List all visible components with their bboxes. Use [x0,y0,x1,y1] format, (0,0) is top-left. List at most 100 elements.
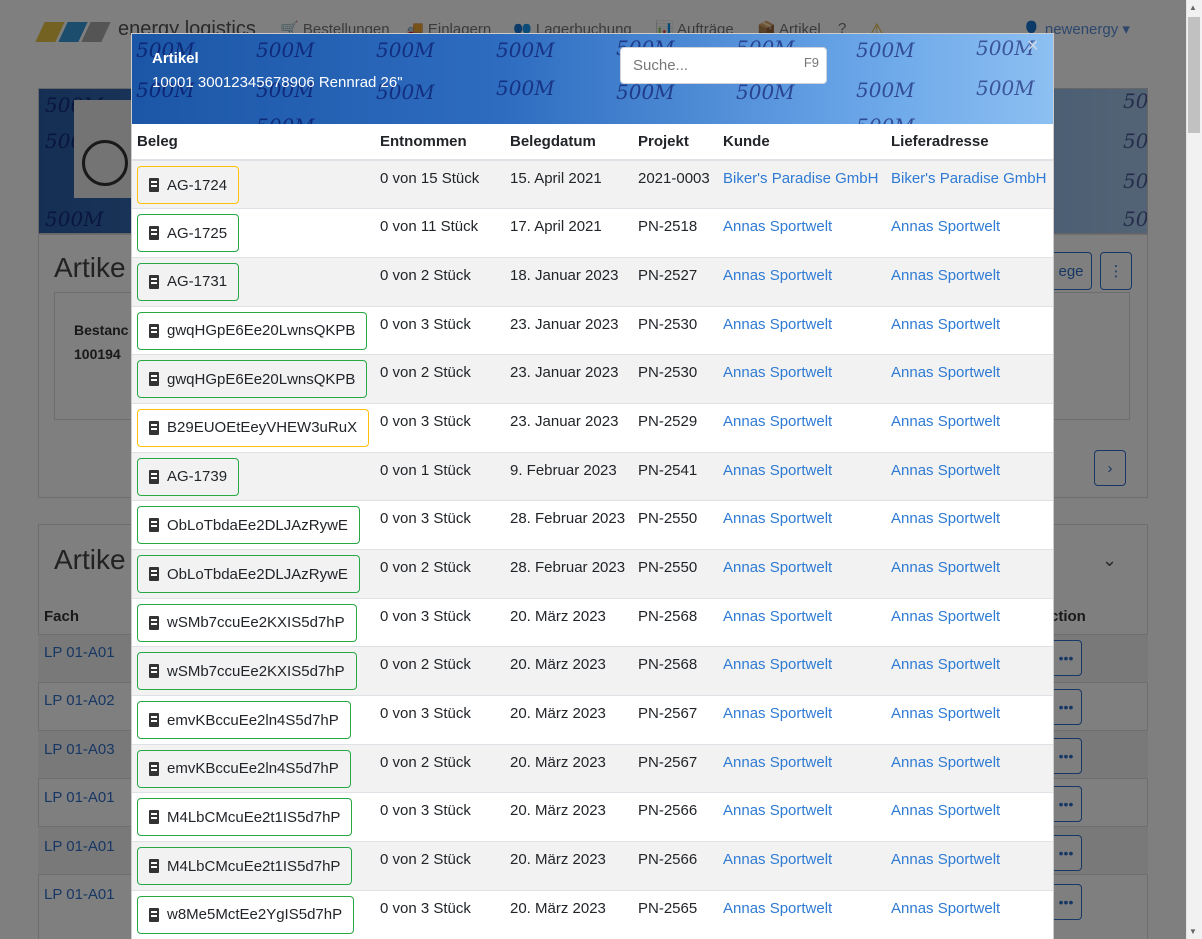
kunde-cell: Annas Sportwelt [718,256,886,307]
customer-link[interactable]: Annas Sportwelt [723,266,833,284]
customer-link[interactable]: Annas Sportwelt [723,315,833,333]
belegdatum-cell: 28. Februar 2023 [505,549,633,599]
document-button[interactable]: wSMb7ccuEe2KXIS5d7hP [137,603,357,642]
customer-link[interactable]: Annas Sportwelt [723,802,833,820]
document-button[interactable]: AG-1725 [137,214,240,253]
document-button[interactable]: ObLoTbdaEe2DLJAzRywE [137,506,360,545]
document-button[interactable]: ObLoTbdaEe2DLJAzRywE [137,555,360,593]
article-documents-modal: 500M 500M 500M 500M 500M 500M 500M 500M … [131,33,1054,939]
document-button[interactable]: emvKBccuEe2ln4S5d7hP [137,749,351,788]
customer-link[interactable]: Annas Sportwelt [723,559,833,576]
delivery-address-link[interactable]: Annas Sportwelt [891,218,1001,236]
column-header-entnommen[interactable]: Entnommen [375,124,505,161]
customer-link[interactable]: Annas Sportwelt [723,364,833,382]
delivery-address-link[interactable]: Annas Sportwelt [891,412,1001,430]
scroll-up-icon[interactable]: ▲ [1189,3,1197,12]
customer-link[interactable]: Annas Sportwelt [723,510,833,528]
search-input[interactable] [621,48,791,83]
kunde-cell: Annas Sportwelt [718,646,886,696]
delivery-address-link[interactable]: Biker's Paradise GmbH [891,170,1047,187]
header-watermark: 500M [376,38,435,62]
entnommen-cell: 0 von 2 Stück [375,256,505,307]
projekt-cell: PN-2518 [633,208,718,258]
kunde-cell: Annas Sportwelt [718,841,886,891]
document-button[interactable]: AG-1739 [137,457,240,496]
table-row: M4LbCMcuEe2t1IS5d7hP 0 von 2 Stück 20. Mär… [132,841,1053,891]
document-button[interactable]: emvKBccuEe2ln4S5d7hP [137,701,351,740]
search-box: F9 [620,47,827,84]
document-number: w8Me5MctEe2YgIS5d7hP [167,906,343,924]
document-button[interactable]: w8Me5MctEe2YgIS5d7hP [137,895,355,934]
kunde-cell: Annas Sportwelt [718,305,886,355]
column-header-beleg[interactable]: Beleg [132,124,375,161]
delivery-address-link[interactable]: Annas Sportwelt [891,607,1001,625]
entnommen-cell: 0 von 3 Stück [375,597,505,647]
lieferadresse-cell: Annas Sportwelt [886,889,1053,939]
document-number: wSMb7ccuEe2KXIS5d7hP [167,614,345,632]
beleg-cell: AG-1739 [132,451,375,501]
delivery-address-link[interactable]: Annas Sportwelt [891,899,1001,917]
beleg-cell: gwqHGpE6Ee20LwnsQKPB [132,354,375,404]
kunde-cell: Annas Sportwelt [718,500,886,550]
column-header-projekt[interactable]: Projekt [633,124,718,161]
column-header-lieferadresse[interactable]: Lieferadresse [886,124,1053,161]
document-button[interactable]: AG-1731 [137,262,240,301]
beleg-cell: ObLoTbdaEe2DLJAzRywE [132,549,375,599]
lieferadresse-cell: Annas Sportwelt [886,305,1053,355]
delivery-address-link[interactable]: Annas Sportwelt [891,559,1001,576]
delivery-address-link[interactable]: Annas Sportwelt [891,656,1001,674]
delivery-address-link[interactable]: Annas Sportwelt [891,851,1001,869]
delivery-address-link[interactable]: Annas Sportwelt [891,461,1001,479]
delivery-address-link[interactable]: Annas Sportwelt [891,364,1001,382]
beleg-cell: AG-1725 [132,208,375,258]
kunde-cell: Annas Sportwelt [718,597,886,647]
delivery-address-link[interactable]: Annas Sportwelt [891,315,1001,333]
document-button[interactable]: gwqHGpE6Ee20LwnsQKPB [137,311,368,350]
document-button[interactable]: wSMb7ccuEe2KXIS5d7hP [137,652,357,691]
documents-table: Beleg Entnommen Belegdatum Projekt Kunde… [132,124,1053,939]
entnommen-cell: 0 von 3 Stück [375,402,505,453]
document-button[interactable]: AG-1724 [137,166,240,204]
entnommen-cell: 0 von 2 Stück [375,841,505,891]
close-icon[interactable]: × [1027,35,1039,57]
header-watermark: 500M [136,38,195,62]
scroll-down-icon[interactable]: ▼ [1189,927,1197,936]
lieferadresse-cell: Annas Sportwelt [886,354,1053,404]
column-header-belegdatum[interactable]: Belegdatum [505,124,633,161]
scrollbar-thumb[interactable] [1188,17,1200,133]
customer-link[interactable]: Annas Sportwelt [723,461,833,479]
customer-link[interactable]: Annas Sportwelt [723,656,833,674]
projekt-cell: PN-2530 [633,354,718,404]
customer-link[interactable]: Annas Sportwelt [723,607,833,625]
delivery-address-link[interactable]: Annas Sportwelt [891,753,1001,771]
delivery-address-link[interactable]: Annas Sportwelt [891,266,1001,284]
belegdatum-cell: 28. Februar 2023 [505,500,633,550]
document-number: ObLoTbdaEe2DLJAzRywE [167,565,348,583]
projekt-cell: PN-2567 [633,695,718,745]
customer-link[interactable]: Annas Sportwelt [723,899,833,917]
customer-link[interactable]: Annas Sportwelt [723,851,833,869]
document-button[interactable]: gwqHGpE6Ee20LwnsQKPB [137,360,368,399]
table-row: w8Me5MctEe2YgIS5d7hP 0 von 3 Stück 20. Mär… [132,889,1053,939]
header-watermark: 500M [256,38,315,62]
delivery-address-link[interactable]: Annas Sportwelt [891,802,1001,820]
receipt-icon [149,323,159,338]
entnommen-cell: 0 von 3 Stück [375,792,505,842]
delivery-address-link[interactable]: Annas Sportwelt [891,705,1001,723]
document-button[interactable]: B29EUOEtEeyVHEW3uRuX [137,408,370,447]
customer-link[interactable]: Annas Sportwelt [723,218,833,236]
customer-link[interactable]: Biker's Paradise GmbH [723,170,879,187]
projekt-cell: PN-2550 [633,549,718,599]
header-watermark: 500M [496,38,555,62]
kunde-cell: Annas Sportwelt [718,451,886,501]
delivery-address-link[interactable]: Annas Sportwelt [891,510,1001,528]
customer-link[interactable]: Annas Sportwelt [723,753,833,771]
lieferadresse-cell: Annas Sportwelt [886,256,1053,307]
document-button[interactable]: M4LbCMcuEe2t1IS5d7hP [137,798,353,837]
customer-link[interactable]: Annas Sportwelt [723,705,833,723]
column-header-kunde[interactable]: Kunde [718,124,886,161]
document-button[interactable]: M4LbCMcuEe2t1IS5d7hP [137,847,353,886]
entnommen-cell: 0 von 2 Stück [375,743,505,793]
customer-link[interactable]: Annas Sportwelt [723,412,833,430]
page-scrollbar[interactable] [1186,0,1202,939]
